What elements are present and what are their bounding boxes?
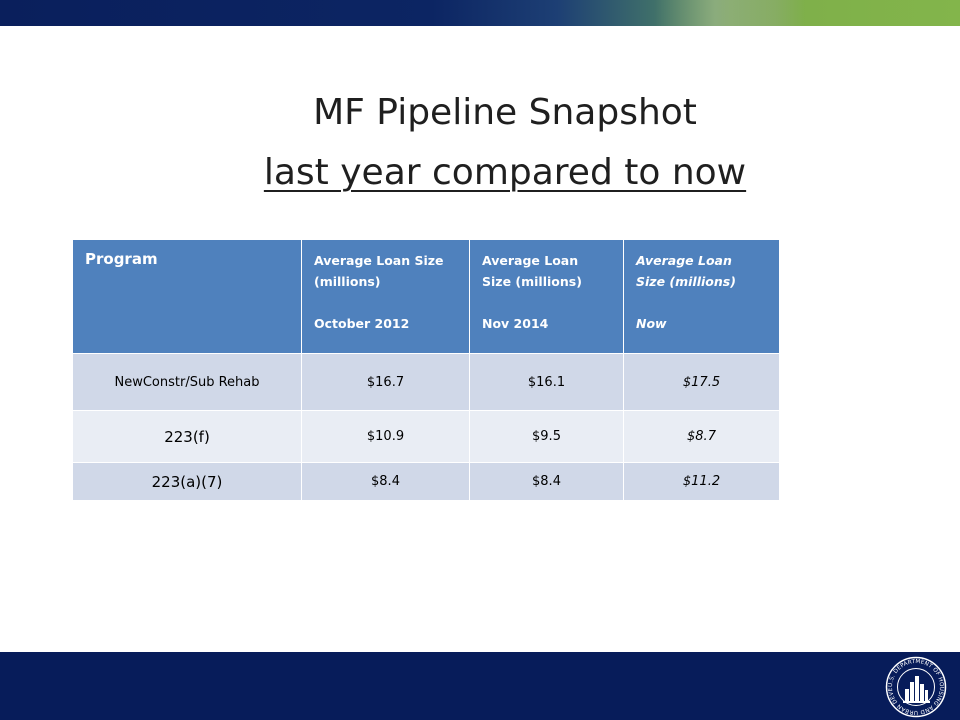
header-nov-2014: Average Loan Size (millions) Nov 2014	[469, 239, 624, 354]
banner-photo-strip	[655, 0, 805, 26]
header-line: Now	[636, 316, 667, 331]
header-now: Average Loan Size (millions) Now	[623, 239, 780, 354]
value-cell-nov-2014: $9.5	[469, 410, 624, 463]
header-line: October 2012	[314, 316, 410, 331]
header-program: Program	[72, 239, 302, 354]
header-october-2012: Average Loan Size (millions) October 201…	[301, 239, 470, 354]
slide-title-line-2: last year compared to now	[263, 152, 747, 193]
value-cell-october-2012: $8.4	[301, 462, 470, 501]
top-banner	[0, 0, 960, 26]
program-cell: 223(f)	[72, 410, 302, 463]
header-line: Average Loan Size	[314, 253, 444, 268]
table-row: NewConstr/Sub Rehab $16.7 $16.1 $17.5	[72, 353, 780, 411]
header-line: Size (millions)	[636, 274, 736, 289]
header-program-label: Program	[85, 250, 158, 268]
slide-title-line-1: MF Pipeline Snapshot	[313, 92, 697, 133]
value-cell-now: $8.7	[623, 410, 780, 463]
table-header-row: Program Average Loan Size (millions) Oct…	[72, 239, 780, 354]
header-line: (millions)	[314, 274, 381, 289]
table-row: 223(f) $10.9 $9.5 $8.7	[72, 410, 780, 463]
value-cell-now: $11.2	[623, 462, 780, 501]
header-line: Size (millions)	[482, 274, 582, 289]
value-cell-now: $17.5	[623, 353, 780, 411]
table-row: 223(a)(7) $8.4 $8.4 $11.2	[72, 462, 780, 501]
program-cell: 223(a)(7)	[72, 462, 302, 501]
header-line: Average Loan	[636, 253, 732, 268]
value-cell-nov-2014: $16.1	[469, 353, 624, 411]
header-line: Average Loan	[482, 253, 579, 268]
header-line: Nov 2014	[482, 316, 549, 331]
loan-size-table: Program Average Loan Size (millions) Oct…	[72, 239, 780, 501]
value-cell-october-2012: $10.9	[301, 410, 470, 463]
bottom-banner	[0, 652, 960, 720]
hud-seal-icon: U.S. DEPARTMENT OF HOUSING AND URBAN DEV…	[885, 656, 947, 718]
value-cell-nov-2014: $8.4	[469, 462, 624, 501]
value-cell-october-2012: $16.7	[301, 353, 470, 411]
slide-title: MF Pipeline Snapshot last year compared …	[0, 88, 960, 198]
program-cell: NewConstr/Sub Rehab	[72, 353, 302, 411]
